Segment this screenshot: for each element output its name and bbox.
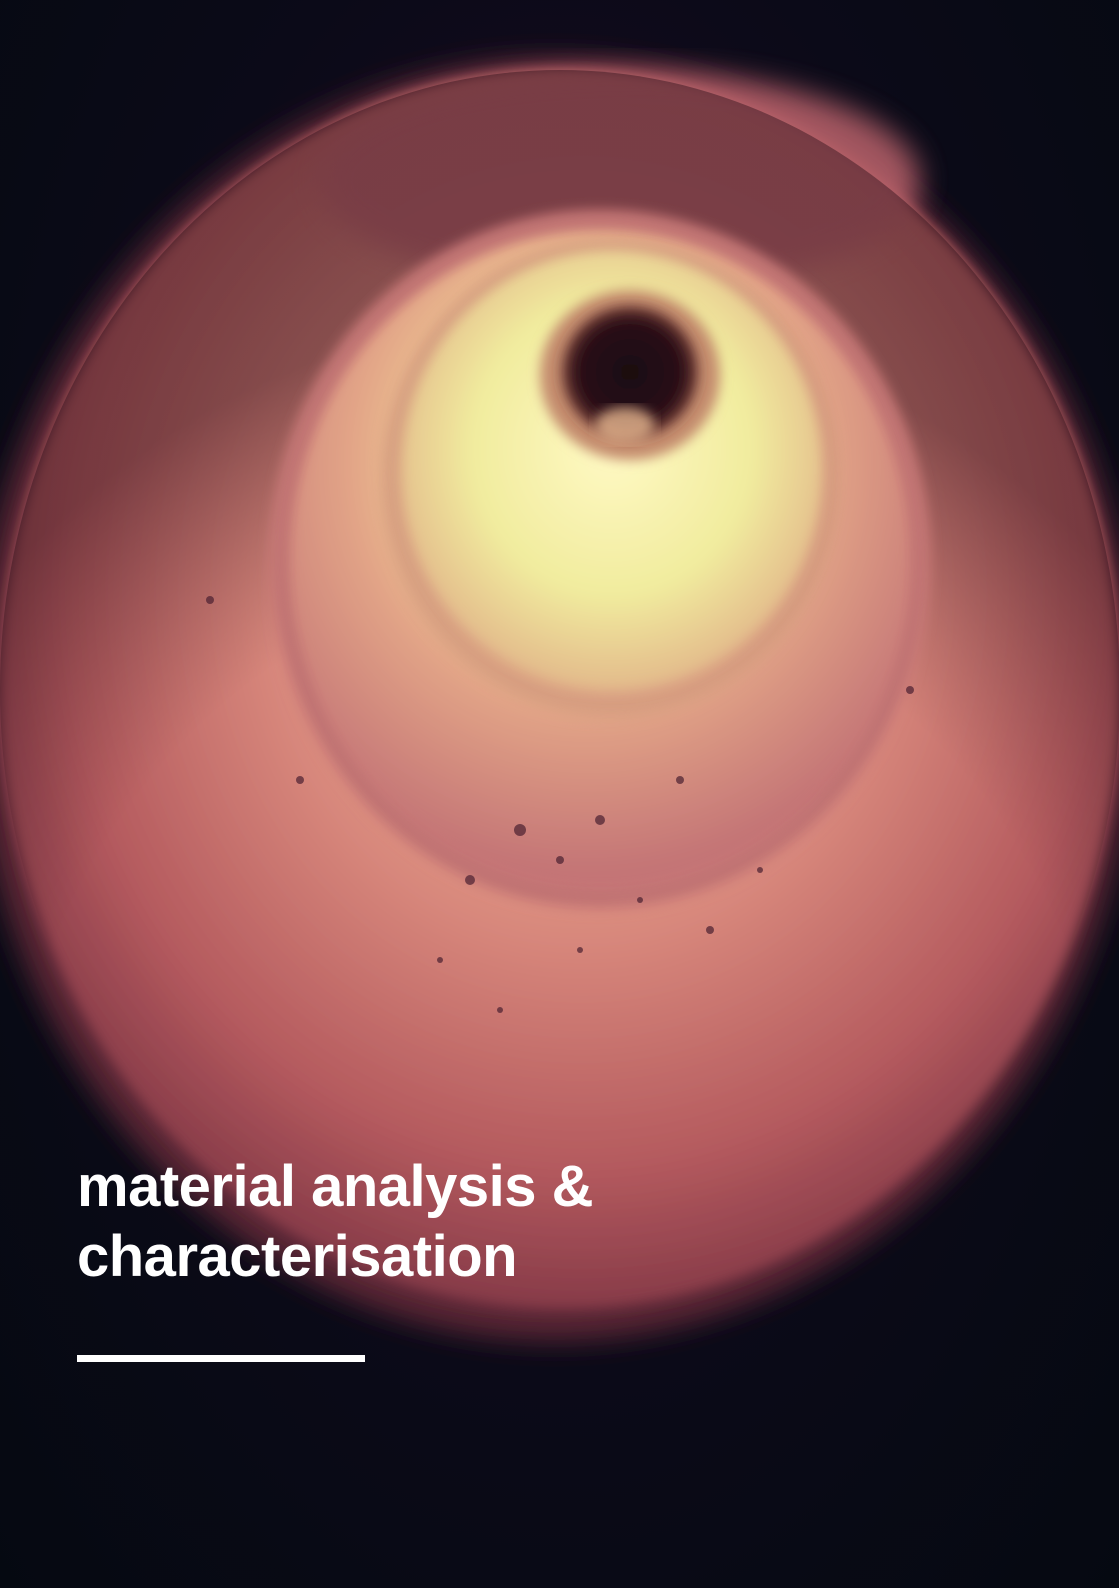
ring-line-2: [390, 243, 834, 707]
ring-line-1: [280, 220, 920, 900]
title-underline: [77, 1355, 365, 1362]
title-line-2: characterisation: [77, 1224, 518, 1289]
title-line-1: material analysis &: [77, 1154, 594, 1219]
surface-debris: [206, 596, 914, 1013]
bore-highlight: [595, 407, 655, 443]
bore-hole: [562, 306, 698, 438]
cover-title: material analysis & characterisation: [77, 1152, 977, 1292]
